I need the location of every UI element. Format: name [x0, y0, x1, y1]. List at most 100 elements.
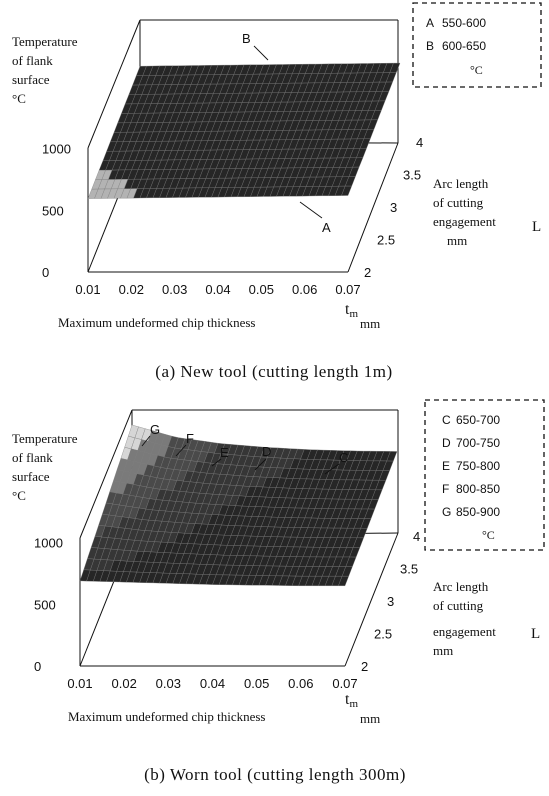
z-axis-label-line: surface	[12, 469, 50, 484]
chart-b-svg: 0.01 0.02 0.03 0.04 0.05 0.06 0.07 2 2.5 3 3.5 4 0 50…	[12, 399, 545, 784]
region-label-f: F	[186, 431, 194, 446]
x-tick-label: 0.05	[249, 282, 274, 297]
x-axis-label: Maximum undeformed chip thickness	[58, 315, 256, 330]
x-tick-label: 0.07	[332, 676, 357, 691]
x-axis-unit: mm	[360, 711, 380, 726]
surface-a	[87, 62, 401, 199]
y-tick-label: 2	[361, 659, 368, 674]
legend-entry-key: B	[426, 39, 434, 53]
x-tick-label: 0.02	[119, 282, 144, 297]
surface-cell	[338, 576, 349, 586]
legend-entry-key: E	[442, 459, 450, 473]
y-tick-label: 3	[390, 200, 397, 215]
y-tick-label: 2	[364, 265, 371, 280]
x-tick-label: 0.02	[112, 676, 137, 691]
chart-a-svg: 0.01 0.02 0.03 0.04 0.05 0.06 0.07 2 2.5 3 3.5 4 0 50…	[12, 2, 542, 381]
legend-entry-range: 850-900	[456, 505, 500, 519]
x-tick-label: 0.03	[156, 676, 181, 691]
chart-caption: (b) Worn tool (cutting length 300m)	[144, 765, 406, 784]
x-tick-label: 0.04	[205, 282, 230, 297]
legend-unit: °C	[470, 63, 483, 77]
z-tick-label: 500	[42, 203, 64, 218]
x-axis-symbol: tm	[345, 301, 358, 320]
legend-entry-key: A	[426, 16, 434, 30]
y-axis-label-line: of cutting	[433, 598, 484, 613]
x-axis-label: Maximum undeformed chip thickness	[68, 709, 266, 724]
z-tick-label: 500	[34, 597, 56, 612]
z-axis-label-line: °C	[12, 91, 26, 106]
x-axis-symbol-t: t	[345, 301, 350, 318]
y-tick-label: 3.5	[403, 168, 421, 183]
x-tick-label: 0.03	[162, 282, 187, 297]
y-tick-label: 2.5	[374, 627, 392, 642]
legend-entry-range: 750-800	[456, 459, 500, 473]
region-label-g: G	[150, 422, 160, 437]
x-tick-label: 0.01	[75, 282, 100, 297]
axis-box-edge	[87, 19, 141, 149]
y-axis-label-line: mm	[433, 643, 453, 658]
z-axis-label-line: of flank	[12, 450, 53, 465]
chart-panel-a: 0.01 0.02 0.03 0.04 0.05 0.06 0.07 2 2.5 3 3.5 4 0 50…	[12, 2, 542, 381]
y-axis-label-line: engagement	[433, 214, 496, 229]
z-tick-label: 0	[34, 659, 41, 674]
y-axis-symbol: L	[532, 219, 541, 235]
z-axis-label-line: Temperature	[12, 431, 78, 446]
legend-unit: °C	[482, 528, 495, 542]
legend-entry-range: 800-850	[456, 482, 500, 496]
x-axis-unit: mm	[360, 316, 380, 331]
region-pointer-e	[211, 458, 222, 467]
region-pointer-c	[324, 463, 340, 475]
y-axis-label-line: engagement	[433, 624, 496, 639]
y-axis-label-line: of cutting	[433, 195, 484, 210]
region-pointer-g	[141, 435, 151, 447]
z-tick-label: 0	[42, 265, 49, 280]
y-axis-label-line: Arc length	[433, 176, 489, 191]
x-tick-label: 0.04	[200, 676, 225, 691]
chart-panel-b: 0.01 0.02 0.03 0.04 0.05 0.06 0.07 2 2.5 3 3.5 4 0 50…	[0, 398, 549, 796]
y-tick-label: 4	[416, 135, 423, 150]
region-pointer-b	[253, 45, 269, 61]
y-axis-line	[344, 532, 399, 667]
legend-entry-key: C	[442, 413, 451, 427]
legend-entry-key: D	[442, 436, 451, 450]
axis-box-edge	[79, 409, 133, 539]
x-tick-label: 0.01	[67, 676, 92, 691]
x-tick-label: 0.06	[288, 676, 313, 691]
region-pointer-a	[299, 201, 323, 219]
region-label-e: E	[220, 445, 229, 460]
x-tick-label: 0.07	[335, 282, 360, 297]
legend-entry-range: 600-650	[442, 39, 486, 53]
x-tick-label: 0.05	[244, 676, 269, 691]
legend-box	[424, 399, 545, 551]
region-pointer-f	[175, 444, 187, 457]
y-axis-label-line: mm	[447, 233, 467, 248]
x-axis-symbol-sub: m	[349, 308, 358, 320]
z-axis-label-line: Temperature	[12, 34, 78, 49]
legend-entry-key: F	[442, 482, 449, 496]
z-tick-label: 1000	[42, 142, 71, 157]
legend-entry-range: 650-700	[456, 413, 500, 427]
legend-box	[412, 2, 542, 88]
region-label-d: D	[262, 444, 271, 459]
x-axis-symbol: tm	[345, 691, 358, 710]
chart-caption: (a) New tool (cutting length 1m)	[155, 362, 392, 381]
y-axis-line	[347, 142, 399, 273]
y-tick-label: 2.5	[377, 233, 395, 248]
region-label-b: B	[242, 31, 251, 46]
legend-entry-range: 700-750	[456, 436, 500, 450]
y-tick-label: 4	[413, 529, 420, 544]
z-axis-label-line: surface	[12, 72, 50, 87]
z-tick-label: 1000	[34, 536, 63, 551]
y-axis-label-line: Arc length	[433, 579, 489, 594]
surface-cell	[341, 185, 352, 196]
y-tick-label: 3	[387, 594, 394, 609]
x-axis-symbol-sub: m	[349, 698, 358, 710]
y-tick-label: 3.5	[400, 562, 418, 577]
ticks-a: 0.01 0.02 0.03 0.04 0.05 0.06 0.07 2 2.5 3 3.5 4 0 50…	[42, 135, 423, 297]
region-pointer-d	[254, 458, 267, 471]
x-tick-label: 0.06	[292, 282, 317, 297]
surface-b	[79, 424, 398, 586]
region-label-a: A	[322, 220, 331, 235]
legend-a: A 550-600 B 600-650 °C	[412, 2, 542, 88]
legend-entry-key: G	[442, 505, 451, 519]
